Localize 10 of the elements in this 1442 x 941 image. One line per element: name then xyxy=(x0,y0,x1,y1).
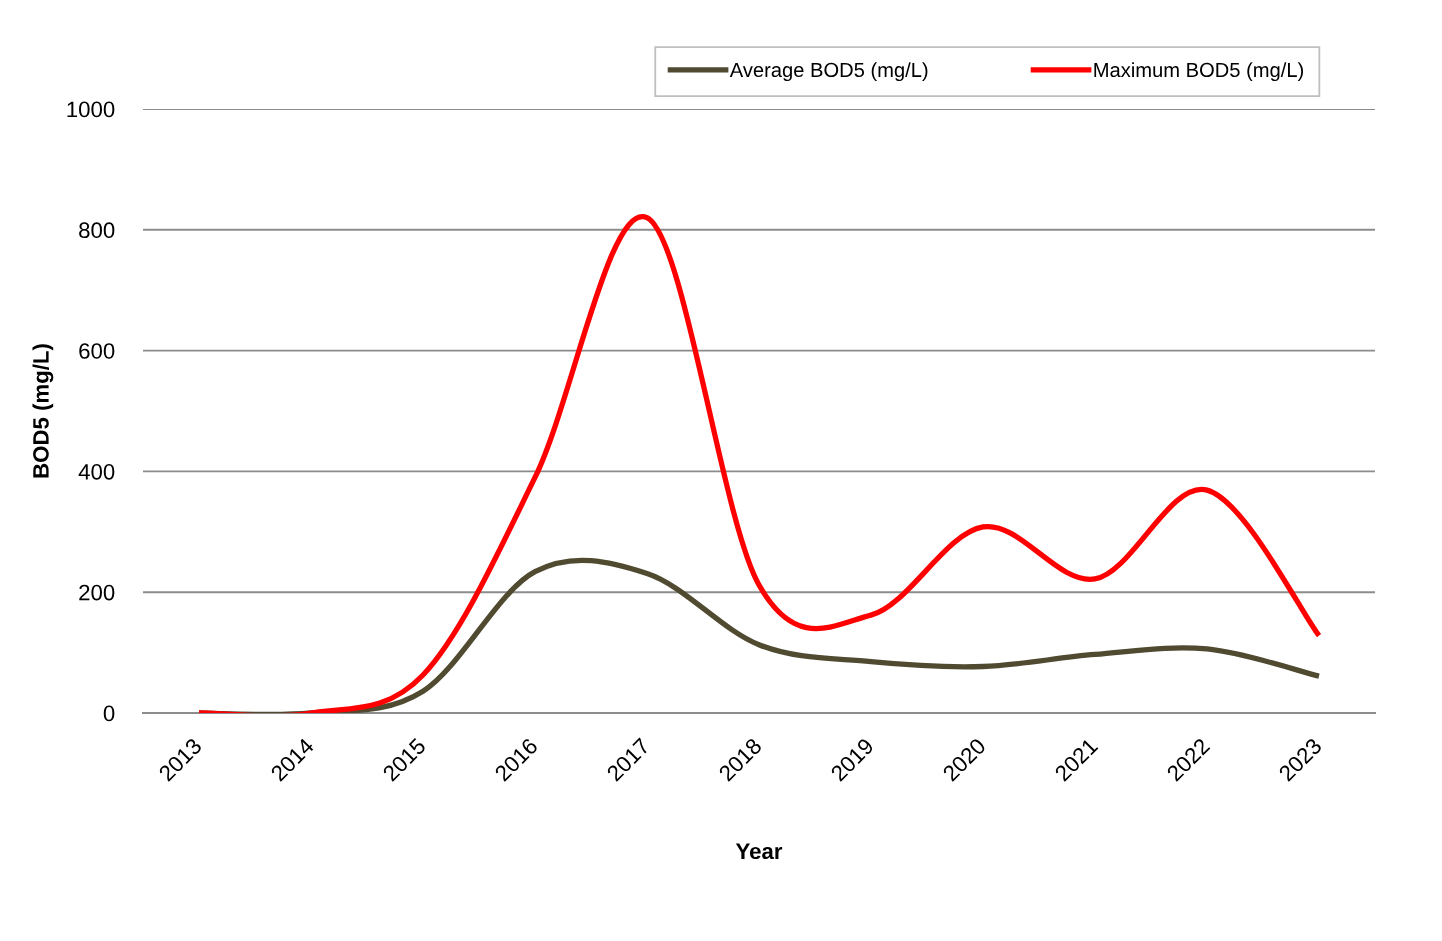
y-axis-title: BOD5 (mg/L) xyxy=(32,344,54,478)
legend-label: Average BOD5 (mg/L) xyxy=(729,62,928,82)
y-tick-label: 600 xyxy=(79,343,115,359)
y-tick-label: 400 xyxy=(78,463,115,480)
y-tick-label: 200 xyxy=(79,584,115,601)
y-tick-label: 800 xyxy=(79,222,115,239)
y-tick-label: 1000 xyxy=(67,101,115,118)
x-axis-title: Year xyxy=(735,843,783,860)
legend-label: Maximum BOD5 (mg/L) xyxy=(1094,62,1303,82)
y-tick-label: 0 xyxy=(103,705,115,722)
